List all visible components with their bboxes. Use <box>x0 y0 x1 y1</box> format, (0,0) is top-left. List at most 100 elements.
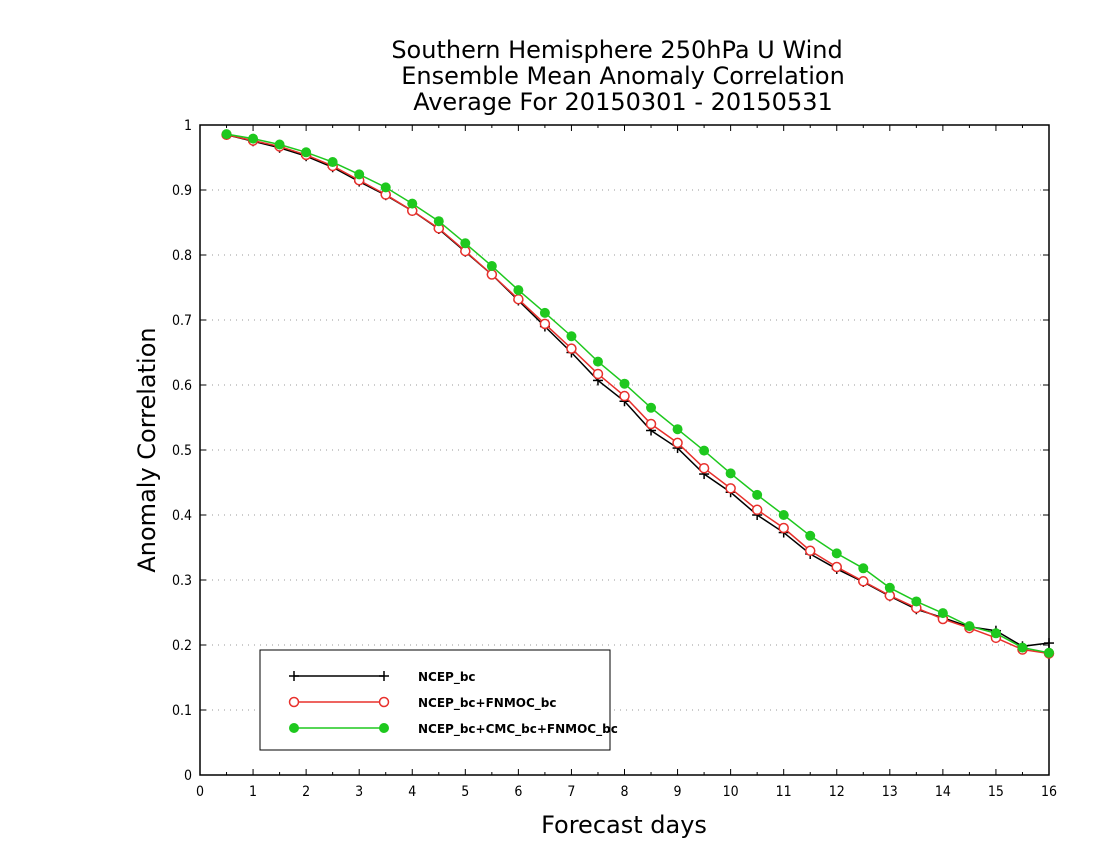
series-line-ncep-bc <box>226 134 1050 648</box>
x-tick-label: 7 <box>567 784 575 800</box>
data-point-ncep-fnmoc <box>672 437 683 449</box>
data-point-ncep-cmc-fnmoc <box>221 129 232 140</box>
legend-marker-ncep-cmc-fnmoc <box>379 723 389 733</box>
data-point-ncep-cmc-fnmoc <box>301 147 312 158</box>
y-tick-label: 0.5 <box>172 443 192 459</box>
x-tick-label: 1 <box>249 784 257 800</box>
title-line-3: Average For 20150301 - 20150531 <box>413 88 833 116</box>
y-tick-label: 0.9 <box>172 183 192 199</box>
data-point-ncep-cmc-fnmoc <box>725 468 736 479</box>
x-tick-label: 14 <box>935 784 951 800</box>
y-tick-label: 0.3 <box>172 573 192 589</box>
data-point-ncep-fnmoc <box>858 576 869 587</box>
y-tick-label: 0.1 <box>172 703 192 719</box>
y-tick-label: 0.2 <box>172 638 192 654</box>
series-ncep-bc <box>221 129 1054 652</box>
y-tick-label: 0 <box>184 768 192 784</box>
data-point-ncep-fnmoc <box>566 343 577 354</box>
data-point-ncep-cmc-fnmoc <box>778 510 789 520</box>
x-tick-label: 2 <box>302 784 310 800</box>
y-axis-ticks: 0 0.1 0.2 0.3 0.4 0.5 0.6 0.7 0.8 0.9 1 <box>172 118 1049 784</box>
x-tick-label: 10 <box>723 784 739 800</box>
legend-marker-ncep-fnmoc <box>288 696 300 708</box>
data-point-ncep-cmc-fnmoc <box>884 582 895 593</box>
legend-label-ncep-bc: NCEP_bc <box>418 670 476 685</box>
legend-label-ncep-fnmoc: NCEP_bc+FNMOC_bc <box>418 696 557 711</box>
data-point-ncep-cmc-fnmoc <box>964 621 975 632</box>
data-point-ncep-cmc-fnmoc <box>619 378 630 389</box>
title-line-2: Ensemble Mean Anomaly Correlation <box>401 62 845 90</box>
data-point-ncep-fnmoc <box>645 418 657 430</box>
data-point-ncep-cmc-fnmoc <box>699 445 710 456</box>
data-point-ncep-cmc-fnmoc <box>937 608 948 619</box>
x-tick-label: 8 <box>620 784 628 800</box>
legend-marker-ncep-cmc-fnmoc <box>289 723 299 733</box>
data-point-ncep-cmc-fnmoc <box>407 198 418 209</box>
x-tick-label: 4 <box>408 784 416 800</box>
grid-lines <box>200 189 1049 711</box>
x-axis-label: Forecast days <box>541 811 707 839</box>
legend-marker-ncep-fnmoc <box>378 696 390 708</box>
data-point-ncep-fnmoc <box>804 545 816 556</box>
data-point-ncep-cmc-fnmoc <box>354 169 365 180</box>
y-axis-label: Anomaly Correlation <box>133 327 161 572</box>
y-tick-label: 1 <box>184 118 192 134</box>
y-tick-label: 0.8 <box>172 248 192 264</box>
data-point-ncep-fnmoc <box>592 368 604 380</box>
chart-title: Southern Hemisphere 250hPa U Wind Ensemb… <box>391 36 844 116</box>
data-point-ncep-cmc-fnmoc <box>513 285 524 296</box>
x-tick-label: 12 <box>829 784 845 800</box>
series-ncep-fnmoc <box>221 129 1055 659</box>
data-point-ncep-fnmoc <box>698 462 710 474</box>
series-line-ncep-cmc-fnmoc <box>226 133 1050 654</box>
x-tick-label: 5 <box>461 784 469 800</box>
data-point-ncep-cmc-fnmoc <box>990 628 1001 639</box>
x-tick-label: 3 <box>355 784 363 800</box>
x-tick-label: 6 <box>514 784 522 800</box>
x-tick-label: 11 <box>776 784 792 800</box>
data-point-ncep-cmc-fnmoc <box>1017 642 1028 653</box>
y-tick-label: 0.7 <box>172 313 192 329</box>
legend-marker-ncep-bc <box>379 671 389 681</box>
data-point-ncep-fnmoc <box>539 318 551 330</box>
legend: NCEP_bc NCEP_bc+FNMOC_bc NCEP_bc+CMC_bc+… <box>259 649 618 751</box>
data-point-ncep-cmc-fnmoc <box>911 596 922 607</box>
data-point-ncep-cmc-fnmoc <box>672 424 683 435</box>
data-point-ncep-cmc-fnmoc <box>486 261 497 272</box>
data-point-ncep-fnmoc <box>778 522 789 534</box>
data-point-ncep-fnmoc <box>831 561 842 573</box>
x-tick-label: 0 <box>196 784 204 800</box>
x-tick-label: 15 <box>988 784 1004 800</box>
legend-samples <box>288 671 390 733</box>
legend-label-ncep-cmc-fnmoc: NCEP_bc+CMC_bc+FNMOC_bc <box>418 722 618 737</box>
data-point-ncep-bc <box>1044 638 1054 649</box>
series-ncep-cmc-fnmoc <box>221 129 1054 658</box>
data-point-ncep-cmc-fnmoc <box>274 139 285 150</box>
title-line-1: Southern Hemisphere 250hPa U Wind <box>391 36 842 64</box>
data-point-ncep-fnmoc <box>486 269 498 280</box>
data-point-ncep-fnmoc <box>751 504 763 516</box>
y-tick-label: 0.6 <box>172 378 192 394</box>
data-point-ncep-cmc-fnmoc <box>539 307 550 318</box>
data-point-ncep-fnmoc <box>513 293 524 305</box>
data-point-ncep-fnmoc <box>725 483 736 494</box>
legend-marker-ncep-bc <box>289 671 299 681</box>
x-tick-label: 16 <box>1041 784 1057 800</box>
y-tick-label: 0.4 <box>172 508 192 524</box>
x-axis-ticks: 0 1 2 3 4 5 6 7 8 9 10 11 12 13 14 15 16 <box>196 125 1057 800</box>
data-point-ncep-cmc-fnmoc <box>646 402 657 413</box>
series-line-ncep-fnmoc <box>226 134 1050 655</box>
data-point-ncep-cmc-fnmoc <box>433 216 444 227</box>
x-tick-label: 13 <box>882 784 898 800</box>
data-point-ncep-cmc-fnmoc <box>460 238 471 249</box>
data-point-ncep-cmc-fnmoc <box>566 331 577 342</box>
data-point-ncep-fnmoc <box>619 390 630 402</box>
data-point-ncep-cmc-fnmoc <box>1044 647 1054 658</box>
data-point-ncep-cmc-fnmoc <box>752 489 763 500</box>
data-point-ncep-cmc-fnmoc <box>831 548 842 559</box>
data-point-ncep-cmc-fnmoc <box>858 563 869 574</box>
data-point-ncep-cmc-fnmoc <box>327 157 338 168</box>
legend-box <box>259 649 611 751</box>
data-point-ncep-cmc-fnmoc <box>248 133 259 144</box>
data-point-ncep-cmc-fnmoc <box>805 530 816 541</box>
